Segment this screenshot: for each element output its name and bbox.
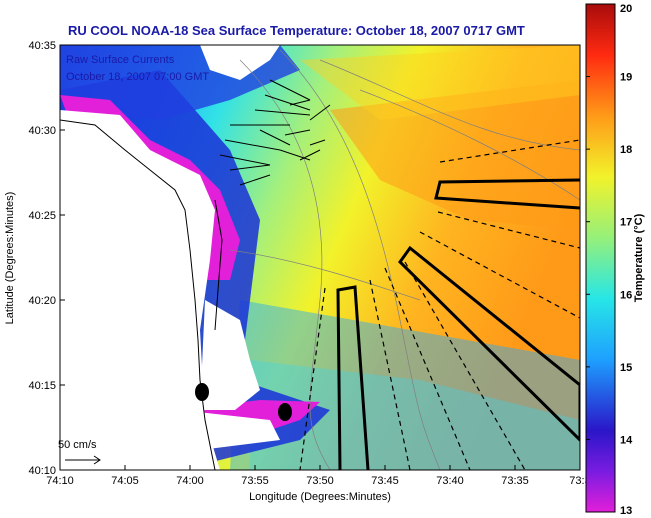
colorbar-tick-label: 19 [620, 72, 632, 84]
x-axis-label: Longitude (Degrees:Minutes) [249, 491, 391, 503]
colorbar-ticks: 20 19 18 17 16 15 14 13 [586, 3, 633, 517]
legend-line-2: October 18, 2007 07:00 GMT [66, 71, 209, 83]
y-axis-label: Latitude (Degrees:Minutes) [4, 192, 16, 325]
y-tick-label: 40:25 [28, 210, 56, 222]
colorbar [585, 3, 616, 513]
colorbar-tick-label: 17 [620, 217, 632, 229]
colorbar-tick-label: 15 [620, 362, 632, 374]
figure-title: RU COOL NOAA-18 Sea Surface Temperature:… [68, 23, 525, 38]
colorbar-tick-label: 14 [620, 434, 633, 446]
y-axis-ticks: 40:35 40:30 40:25 40:20 40:15 40:10 [28, 40, 65, 477]
sampling-boxes [336, 178, 580, 470]
x-tick-label: 74:10 [46, 475, 74, 487]
colorbar-label: Temperature (°C) [633, 213, 645, 302]
colorbar-tick-label: 20 [620, 3, 632, 15]
scale-label: 50 cm/s [58, 439, 97, 451]
surface-current-vectors [219, 79, 331, 186]
x-tick-label: 73:55 [241, 475, 269, 487]
y-tick-label: 40:35 [28, 40, 56, 52]
colorbar-tick-label: 13 [620, 505, 632, 517]
legend-line-1: Raw Surface Currents [66, 54, 175, 66]
y-tick-label: 40:20 [28, 295, 56, 307]
colorbar-tick-label: 18 [620, 144, 632, 156]
x-tick-label: 73:3 [569, 475, 590, 487]
y-tick-label: 40:10 [28, 465, 56, 477]
station-marker [195, 383, 209, 401]
colorbar-tick-label: 16 [620, 289, 632, 301]
x-tick-label: 73:45 [371, 475, 399, 487]
x-tick-label: 74:05 [111, 475, 139, 487]
x-tick-label: 74:00 [176, 475, 204, 487]
x-tick-label: 73:35 [501, 475, 529, 487]
x-tick-label: 73:40 [436, 475, 464, 487]
x-axis-ticks: 74:10 74:05 74:00 73:55 73:50 73:45 73:40 73:35… [46, 465, 591, 487]
x-tick-label: 73:50 [306, 475, 334, 487]
scale-arrow [65, 455, 101, 465]
y-tick-label: 40:30 [28, 125, 56, 137]
station-marker [278, 403, 292, 421]
y-tick-label: 40:15 [28, 380, 56, 392]
sst-image [60, 45, 580, 470]
dashed-transects [299, 139, 580, 470]
